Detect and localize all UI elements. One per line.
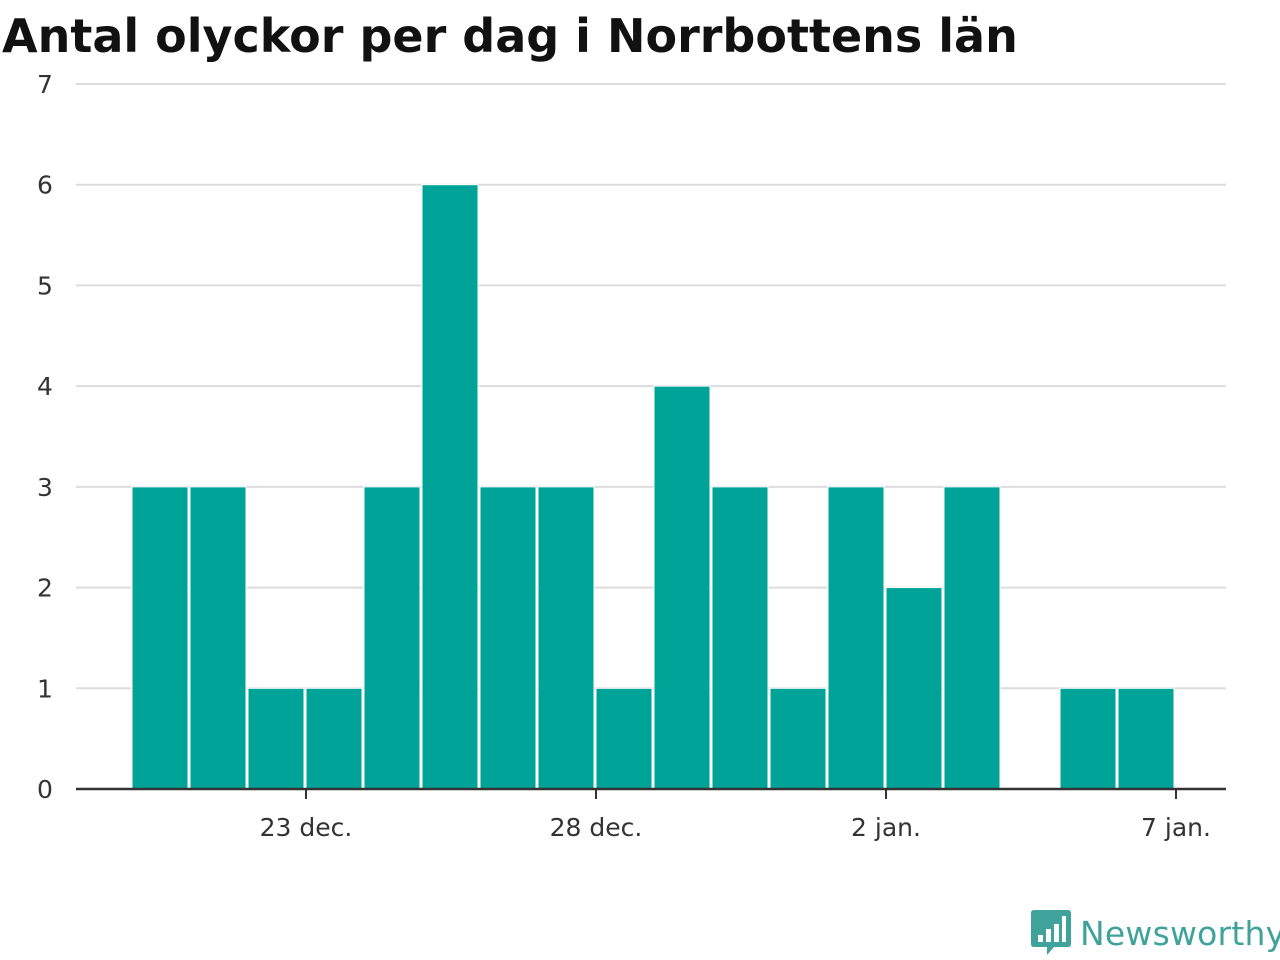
y-tick-label: 1 [37,674,53,703]
bar [479,486,537,790]
y-tick-label: 7 [37,70,53,99]
bar-chart: 0 1 2 3 4 5 6 7 23 dec. 28 dec. 2 jan. 7 jan. [37,70,1226,842]
bar [885,587,943,790]
chart-title: Antal olyckor per dag i Norrbottens län [2,9,1018,63]
bar [363,486,421,790]
bar [537,486,595,790]
bar [769,687,827,790]
bar [189,486,247,790]
bar [827,486,885,790]
x-tick-label: 2 jan. [851,813,921,842]
y-tick-label: 2 [37,574,53,603]
bar [131,486,189,790]
bar [595,687,653,790]
bar [1059,687,1117,790]
y-tick-label: 6 [37,171,53,200]
bars [131,184,1175,790]
y-axis: 0 1 2 3 4 5 6 7 [37,70,53,804]
x-tick-label: 7 jan. [1141,813,1211,842]
brand-name: Newsworthy [1080,913,1280,953]
bar [711,486,769,790]
y-tick-label: 4 [37,372,53,401]
bar [653,385,711,790]
x-tick-label: 28 dec. [550,813,643,842]
gridlines [76,83,1226,690]
brand-logo: Newsworthy [1030,908,1280,958]
bar [943,486,1001,790]
bar [1117,687,1175,790]
bar [247,687,305,790]
newsworthy-chart-bubble-icon [1031,910,1071,955]
x-axis: 23 dec. 28 dec. 2 jan. 7 jan. [76,787,1226,842]
x-tick-label: 23 dec. [260,813,353,842]
bar [305,687,363,790]
y-tick-label: 5 [37,271,53,300]
bar [421,184,479,790]
y-tick-label: 3 [37,473,53,502]
y-tick-label: 0 [37,775,53,804]
